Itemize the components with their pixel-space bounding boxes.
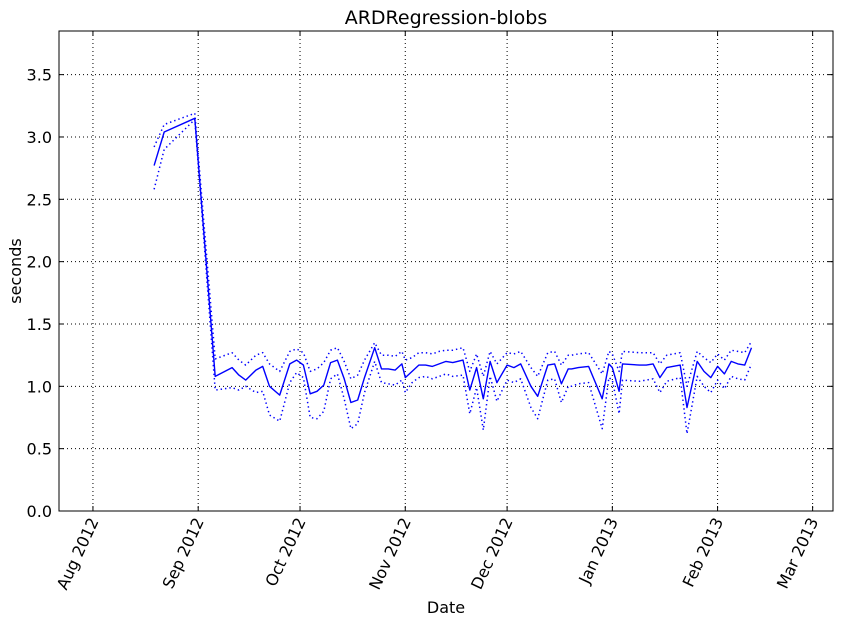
chart-title: ARDRegression-blobs xyxy=(345,7,548,29)
series-bound-line xyxy=(153,112,753,388)
y-tick-label: 3.5 xyxy=(27,66,52,85)
series-bound-line xyxy=(153,118,753,435)
y-tick-label: 0.5 xyxy=(27,440,52,459)
y-tick-label: 1.0 xyxy=(27,377,52,396)
plot-frame xyxy=(58,30,834,512)
series-mean-line xyxy=(153,117,753,409)
y-tick-label: 3.0 xyxy=(27,128,52,147)
y-tick-label: 0.0 xyxy=(27,502,52,521)
x-axis-label: Date xyxy=(427,598,465,617)
y-tick-label: 2.0 xyxy=(27,253,52,272)
grid xyxy=(59,31,833,511)
series-group xyxy=(153,112,753,435)
y-tick-label: 2.5 xyxy=(27,190,52,209)
y-axis-label: seconds xyxy=(6,238,25,303)
y-tick-label: 1.5 xyxy=(27,315,52,334)
